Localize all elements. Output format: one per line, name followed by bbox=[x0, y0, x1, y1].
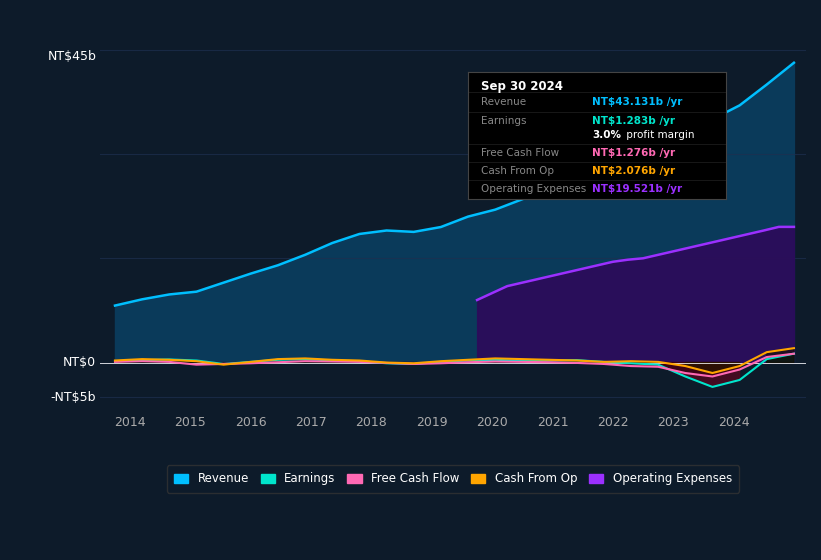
Text: Revenue: Revenue bbox=[481, 97, 526, 107]
Text: NT$1.283b /yr: NT$1.283b /yr bbox=[592, 116, 675, 126]
Text: NT$45b: NT$45b bbox=[48, 50, 96, 63]
Legend: Revenue, Earnings, Free Cash Flow, Cash From Op, Operating Expenses: Revenue, Earnings, Free Cash Flow, Cash … bbox=[167, 465, 739, 492]
Text: NT$2.076b /yr: NT$2.076b /yr bbox=[592, 166, 676, 176]
Text: Operating Expenses: Operating Expenses bbox=[481, 184, 587, 194]
Text: profit margin: profit margin bbox=[623, 130, 695, 140]
Text: Earnings: Earnings bbox=[481, 116, 527, 126]
Text: Cash From Op: Cash From Op bbox=[481, 166, 554, 176]
Text: -NT$5b: -NT$5b bbox=[51, 391, 96, 404]
Text: NT$1.276b /yr: NT$1.276b /yr bbox=[592, 148, 676, 158]
Text: Free Cash Flow: Free Cash Flow bbox=[481, 148, 559, 158]
Text: NT$19.521b /yr: NT$19.521b /yr bbox=[592, 184, 682, 194]
Text: NT$43.131b /yr: NT$43.131b /yr bbox=[592, 97, 682, 107]
Text: Sep 30 2024: Sep 30 2024 bbox=[481, 81, 563, 94]
Text: 3.0%: 3.0% bbox=[592, 130, 621, 140]
Text: NT$0: NT$0 bbox=[63, 356, 96, 369]
